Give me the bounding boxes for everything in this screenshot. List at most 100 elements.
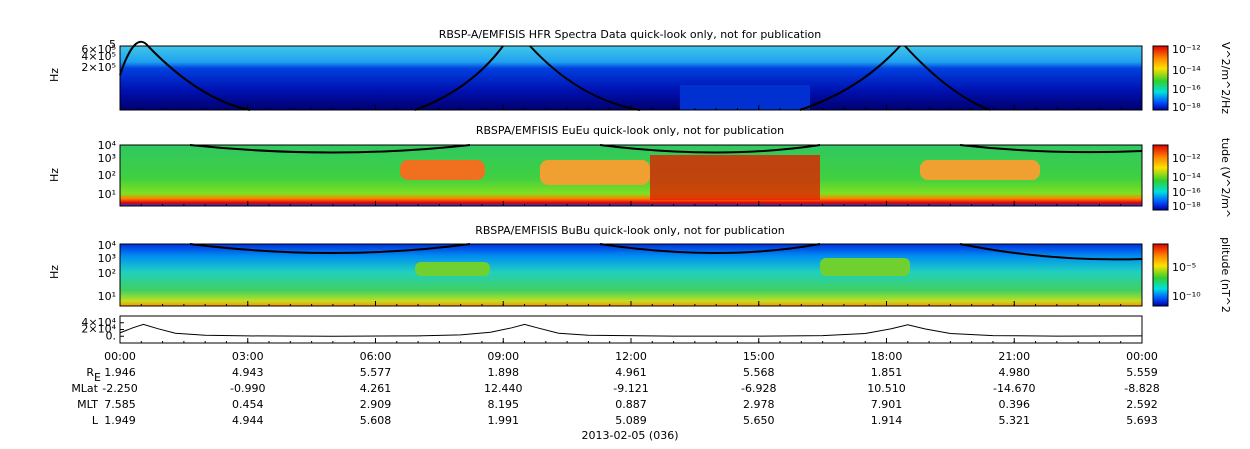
data-line	[119, 323, 1143, 337]
ephemeris-value: 5.608	[360, 414, 392, 427]
colorbar	[1152, 243, 1169, 307]
x-tick-label: 15:00	[743, 350, 775, 363]
x-tick-label: 09:00	[487, 350, 519, 363]
spectrogram-feature	[400, 160, 485, 180]
spectrogram-feature	[820, 258, 910, 276]
ephemeris-value: 1.991	[488, 414, 520, 427]
colorbar-tick-label: 10⁻¹⁸	[1172, 200, 1201, 213]
ephemeris-value: 0.454	[232, 398, 264, 411]
ephemeris-label: R	[86, 366, 94, 379]
y-tick-label: 10²	[98, 267, 116, 280]
y-tick-label: 2×10⁴	[81, 323, 116, 336]
x-tick-label: 03:00	[232, 350, 264, 363]
panel-title: RBSP-A/EMFISIS HFR Spectra Data quick-lo…	[439, 28, 822, 41]
colorbar-label: plitude (nT^2	[1219, 237, 1232, 313]
ephemeris-value: 7.585	[104, 398, 136, 411]
spectrogram-feature	[415, 262, 490, 276]
gyro-curve	[119, 40, 991, 111]
panel-title: RBSPA/EMFISIS BuBu quick-look only, not …	[475, 224, 785, 237]
colorbar-label: V^2/m^2/Hz	[1219, 42, 1232, 114]
ephemeris-value: 5.577	[360, 366, 392, 379]
ephemeris-label: L	[92, 414, 99, 427]
spectrogram	[120, 46, 1142, 110]
spectrogram-feature	[920, 160, 1040, 180]
ephemeris-value: 4.961	[615, 366, 647, 379]
spectrogram-feature	[680, 85, 810, 110]
y-tick-label: 10³	[98, 252, 116, 265]
gyro-curve	[189, 144, 1143, 154]
ephemeris-value: 1.898	[488, 366, 520, 379]
colorbar-tick-label: 10⁻¹⁰	[1172, 290, 1201, 303]
colorbar-tick-label: 10⁻¹⁶	[1172, 83, 1201, 96]
y-tick-label: 2×10⁵	[81, 61, 116, 74]
colorbar	[1152, 45, 1169, 111]
x-tick-label: 00:00	[104, 350, 136, 363]
colorbar-tick-label: 10⁻¹⁴	[1172, 171, 1201, 184]
ephemeris-label-sub: E	[94, 371, 101, 384]
y-tick-label: 4×10⁴	[81, 316, 116, 329]
ephemeris-value: 2.592	[1126, 398, 1158, 411]
colorbar-tick-label: 10⁻¹⁶	[1172, 186, 1201, 199]
y-tick-label: 5	[109, 38, 116, 51]
ephemeris-value: 1.949	[104, 414, 136, 427]
x-tick-label: 00:00	[1126, 350, 1158, 363]
colorbar-label: tude (V^2/m^	[1219, 138, 1232, 218]
ephemeris-value: -2.250	[102, 382, 137, 395]
y-tick-label: 4×10⁵	[81, 50, 116, 63]
x-tick-label: 18:00	[871, 350, 903, 363]
ephemeris-value: 7.901	[871, 398, 903, 411]
y-tick-label: 10³	[98, 152, 116, 165]
ephemeris-value: 5.089	[615, 414, 647, 427]
ephemeris-value: -9.121	[613, 382, 648, 395]
ephemeris-value: 5.321	[999, 414, 1031, 427]
colorbar	[1152, 144, 1169, 211]
ephemeris-value: 10.510	[867, 382, 906, 395]
spectrogram	[120, 244, 1142, 306]
ephemeris-value: 8.195	[488, 398, 520, 411]
ephemeris-value: 5.693	[1126, 414, 1158, 427]
ephemeris-value: 4.980	[999, 366, 1031, 379]
y-tick-label: 10²	[98, 169, 116, 182]
x-tick-label: 21:00	[998, 350, 1030, 363]
colorbar-tick-label: 10⁻¹²	[1172, 152, 1201, 165]
ephemeris-value: 4.943	[232, 366, 264, 379]
colorbar-tick-label: 10⁻¹⁴	[1172, 64, 1201, 77]
ephemeris-value: 4.944	[232, 414, 264, 427]
ephemeris-value: -8.828	[1124, 382, 1159, 395]
ephemeris-label: MLT	[77, 398, 98, 411]
ephemeris-value: 1.851	[871, 366, 903, 379]
y-tick-label: 0.	[106, 329, 117, 342]
ephemeris-value: 1.914	[871, 414, 903, 427]
x-tick-label: 06:00	[360, 350, 392, 363]
ephemeris-value: 0.396	[999, 398, 1031, 411]
panel-title: RBSPA/EMFISIS EuEu quick-look only, not …	[476, 124, 784, 137]
ephemeris-value: 5.559	[1126, 366, 1158, 379]
ephemeris-value: 1.946	[104, 366, 136, 379]
date-label: 2013-02-05 (036)	[581, 429, 678, 442]
y-tick-label: 10¹	[98, 290, 116, 303]
ephemeris-value: 0.887	[615, 398, 647, 411]
ephemeris-label: MLat	[71, 382, 98, 395]
x-tick-label: 12:00	[615, 350, 647, 363]
ephemeris-value: -6.928	[741, 382, 776, 395]
ephemeris-value: 5.568	[743, 366, 775, 379]
y-axis-label: Hz	[48, 168, 61, 182]
colorbar-tick-label: 10⁻⁵	[1172, 261, 1196, 274]
spectrogram-feature	[650, 155, 820, 200]
y-axis-label: Hz	[48, 265, 61, 279]
ephemeris-value: -0.990	[230, 382, 265, 395]
ephemeris-value: 4.261	[360, 382, 392, 395]
y-tick-label: 6×10⁵	[81, 43, 116, 56]
colorbar-tick-label: 10⁻¹²	[1172, 43, 1201, 56]
ephemeris-value: 12.440	[484, 382, 523, 395]
colorbar-tick-label: 10⁻¹⁸	[1172, 101, 1201, 114]
spectrogram-feature	[540, 160, 650, 185]
ephemeris-value: 2.909	[360, 398, 392, 411]
ephemeris-value: 5.650	[743, 414, 775, 427]
gyro-curve	[189, 243, 1143, 261]
y-tick-label: 10¹	[98, 188, 116, 201]
y-axis-label: Hz	[48, 68, 61, 82]
y-tick-label: 10⁴	[98, 139, 117, 152]
y-tick-label: 10⁴	[98, 239, 117, 252]
